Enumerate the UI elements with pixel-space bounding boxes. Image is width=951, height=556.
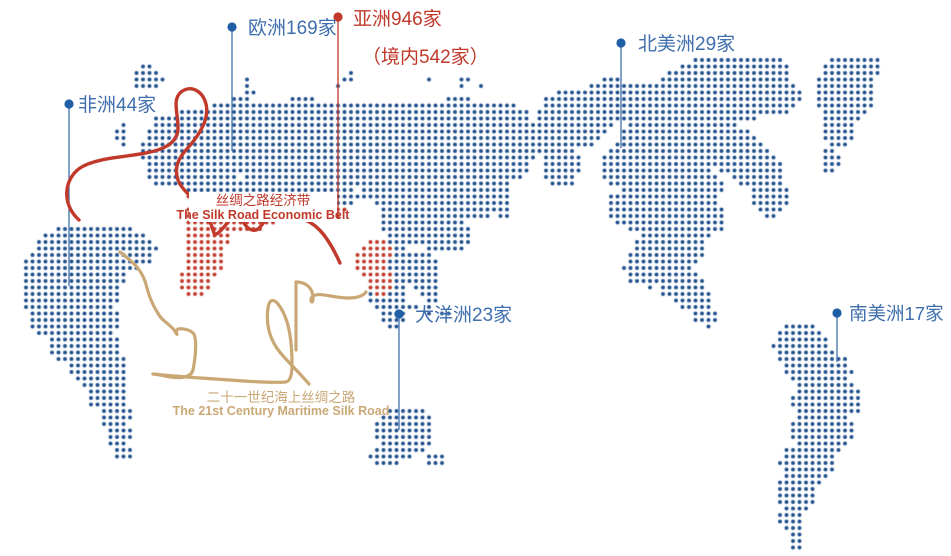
svg-text:非洲44家: 非洲44家 xyxy=(78,94,156,116)
svg-text:The Silk Road Economic Belt: The Silk Road Economic Belt xyxy=(177,208,351,222)
svg-text:亚洲946家: 亚洲946家 xyxy=(353,8,442,30)
svg-text:欧洲169家: 欧洲169家 xyxy=(248,17,337,39)
svg-text:二十一世纪海上丝绸之路: 二十一世纪海上丝绸之路 xyxy=(207,390,356,405)
svg-text:大洋洲23家: 大洋洲23家 xyxy=(415,304,512,326)
svg-text:丝绸之路经济带: 丝绸之路经济带 xyxy=(216,193,311,208)
svg-text:南美洲17家: 南美洲17家 xyxy=(849,303,944,324)
svg-text:北美洲29家: 北美洲29家 xyxy=(638,33,735,55)
svg-text:The 21st Century Maritime Silk: The 21st Century Maritime Silk Road xyxy=(173,404,390,418)
svg-text:（境内542家）: （境内542家） xyxy=(362,46,489,68)
